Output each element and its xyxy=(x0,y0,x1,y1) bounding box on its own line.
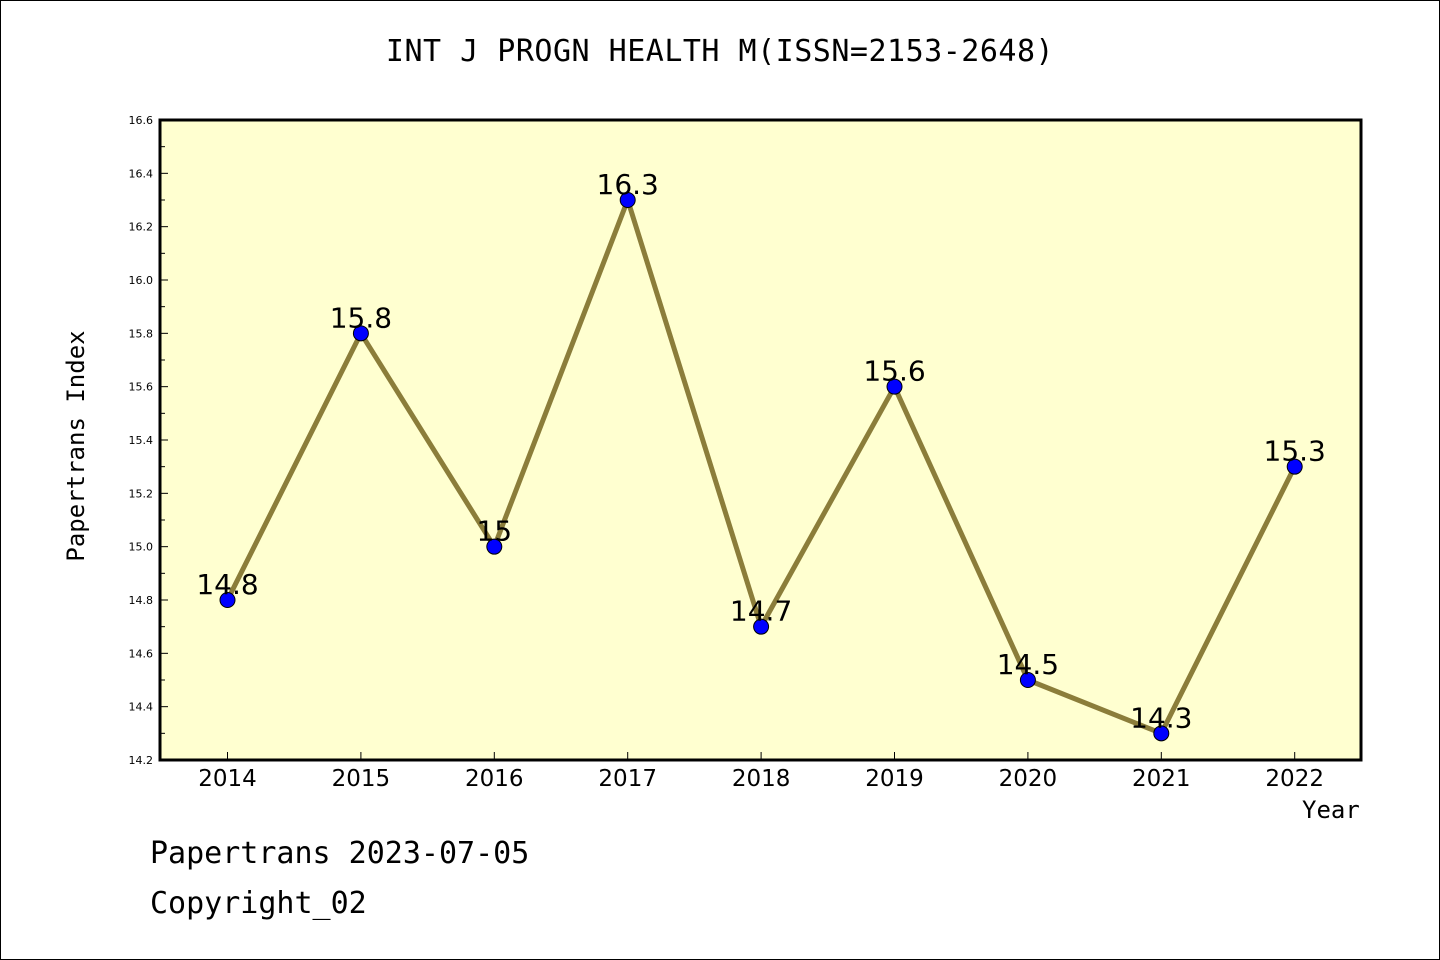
x-tick-label: 2022 xyxy=(1265,766,1324,792)
x-tick-label: 2017 xyxy=(598,766,657,792)
y-tick-label: 14.2 xyxy=(129,754,154,767)
y-tick-label: 16.6 xyxy=(129,114,154,127)
x-tick-label: 2015 xyxy=(332,766,391,792)
footer-copyright: Copyright_02 xyxy=(150,886,367,921)
data-label: 15.3 xyxy=(1264,435,1326,468)
data-label: 15.8 xyxy=(330,301,392,334)
data-point-marker xyxy=(886,378,903,395)
data-point-marker xyxy=(1286,458,1303,475)
data-label: 15 xyxy=(476,515,512,548)
x-axis-label: Year xyxy=(1302,796,1360,824)
y-tick-label: 14.8 xyxy=(129,594,154,607)
x-tick-label: 2016 xyxy=(465,766,524,792)
chart-title: INT J PROGN HEALTH M(ISSN=2153-2648) xyxy=(385,34,1055,69)
data-label: 16.3 xyxy=(597,168,659,201)
data-label: 14.7 xyxy=(730,595,792,628)
data-point-marker xyxy=(1019,672,1036,688)
data-label: 14.3 xyxy=(1130,701,1192,734)
data-point-marker xyxy=(352,325,369,342)
y-tick-label: 15.0 xyxy=(129,541,154,554)
x-tick-label: 2018 xyxy=(732,766,791,792)
y-tick-label: 14.6 xyxy=(129,647,154,660)
x-tick-label: 2019 xyxy=(865,766,924,792)
data-point-marker xyxy=(219,592,236,608)
y-tick-label: 15.8 xyxy=(129,327,154,340)
data-label: 14.8 xyxy=(196,568,258,601)
y-tick-label: 14.4 xyxy=(129,701,154,714)
data-point-marker xyxy=(486,538,503,555)
y-tick-label: 15.4 xyxy=(129,434,154,447)
data-point-marker xyxy=(753,618,770,635)
y-tick-label: 15.6 xyxy=(129,381,154,394)
data-point-marker xyxy=(1153,725,1170,742)
data-label: 15.6 xyxy=(863,355,925,388)
x-tick-label: 2020 xyxy=(999,766,1058,792)
plot-area xyxy=(158,118,1363,762)
data-point-marker xyxy=(619,192,636,208)
y-tick-label: 16.0 xyxy=(129,274,154,287)
y-tick-label: 16.4 xyxy=(129,167,154,180)
x-tick-label: 2014 xyxy=(198,766,257,792)
footer-date: Papertrans 2023-07-05 xyxy=(150,836,530,871)
x-tick-label: 2021 xyxy=(1132,766,1191,792)
data-label: 14.5 xyxy=(997,648,1059,681)
y-tick-label: 16.2 xyxy=(129,221,154,234)
y-tick-label: 15.2 xyxy=(129,487,154,500)
